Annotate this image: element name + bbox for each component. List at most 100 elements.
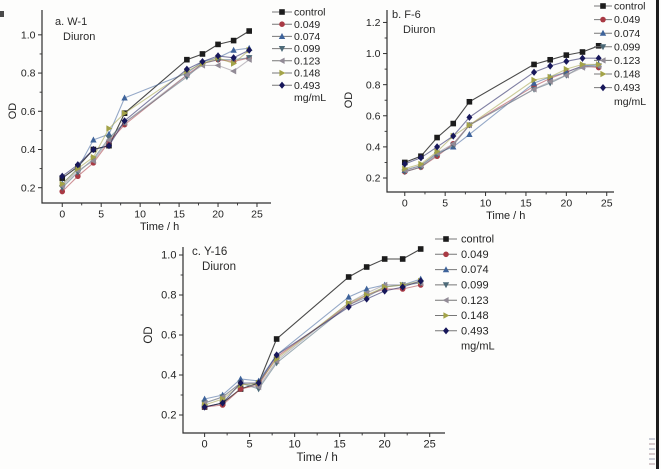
data-point-marker — [346, 299, 353, 307]
legend-marker — [600, 84, 606, 92]
x-tick-label: 5 — [247, 439, 253, 451]
data-point-marker — [547, 56, 553, 63]
legend-marker — [443, 312, 450, 319]
x-tick-label: 0 — [202, 439, 208, 451]
x-tick-label: 15 — [173, 209, 185, 221]
data-point-marker — [530, 86, 537, 93]
legend-label: 0.123 — [461, 295, 489, 307]
right-edge-line — [656, 0, 659, 469]
data-point-marker — [595, 42, 602, 49]
series-line — [61, 30, 250, 179]
series-line — [61, 49, 250, 185]
panel-label: c. Y-16 — [192, 246, 227, 258]
x-axis-title: Time / h — [486, 210, 525, 222]
data-point-marker — [363, 264, 370, 270]
data-point-marker — [105, 130, 113, 137]
legend-unit-label: mg/mL — [614, 96, 646, 108]
series-line — [204, 282, 421, 404]
legend-marker — [600, 70, 607, 78]
series-line — [404, 57, 599, 165]
legend-label: 0.493 — [294, 80, 320, 92]
legend-label: 0.148 — [614, 69, 640, 81]
x-tick-label: 10 — [134, 209, 146, 221]
legend-label: 0.049 — [294, 19, 320, 31]
data-point-marker — [596, 61, 603, 68]
data-point-marker — [401, 160, 408, 168]
data-point-marker — [90, 145, 97, 154]
legend-marker — [279, 69, 286, 77]
series-line — [61, 57, 250, 192]
series-line — [61, 47, 250, 185]
series-0-049 — [201, 282, 424, 410]
panel-compound-label: Diuron — [63, 31, 95, 43]
series-0-074 — [201, 275, 424, 402]
panel-compound-label: Diuron — [403, 24, 435, 36]
data-point-marker — [231, 60, 238, 67]
axes-a: 0 5 10 15 20 25 0.2 0.4 0.6 0.8 1.0 — [21, 10, 271, 221]
legend-label: 0.123 — [614, 55, 640, 67]
legend-marker — [278, 46, 286, 52]
series-0-493 — [201, 277, 424, 411]
data-point-marker — [59, 172, 66, 180]
legend-marker — [279, 81, 285, 89]
legend-marker — [600, 3, 606, 9]
panel-label: a. W-1 — [55, 16, 87, 28]
y-tick-label: 0.4 — [161, 370, 176, 382]
y-tick-label: 0.8 — [366, 79, 381, 91]
legend-label: 0.148 — [294, 68, 320, 80]
data-point-marker — [220, 395, 227, 403]
data-point-marker — [399, 256, 406, 262]
legend-label: 0.049 — [461, 249, 489, 261]
data-point-marker — [201, 395, 208, 402]
legend-label: 0.099 — [294, 43, 320, 55]
data-point-marker — [364, 291, 371, 299]
series-line — [204, 248, 421, 408]
legend-label: control — [461, 234, 494, 246]
data-point-marker — [215, 52, 222, 60]
legend-label: 0.074 — [294, 31, 320, 43]
data-point-marker — [579, 54, 586, 62]
data-point-marker — [59, 180, 66, 188]
series-line — [204, 284, 421, 408]
legend-c: control 0.049 0.074 0.099 0.123 0.148 0.493 mg/… — [435, 234, 495, 353]
data-point-marker — [418, 160, 425, 168]
data-point-marker — [255, 383, 262, 391]
y-tick-label: 0.4 — [21, 144, 36, 156]
legend-marker — [278, 57, 285, 64]
data-point-marker — [237, 375, 244, 382]
data-point-marker — [563, 65, 570, 73]
data-point-marker — [382, 283, 389, 291]
data-point-marker — [434, 143, 441, 151]
y-tick-label: 0.4 — [366, 141, 381, 153]
y-tick-label: 0.6 — [161, 330, 176, 342]
series-line — [61, 59, 250, 187]
data-point-marker — [75, 173, 81, 180]
legend-label: 0.493 — [614, 82, 640, 94]
x-tick-label: 25 — [601, 198, 613, 210]
series-0-049 — [401, 63, 602, 175]
x-tick-label: 15 — [520, 198, 532, 210]
data-point-marker — [402, 165, 409, 172]
data-point-marker — [121, 109, 128, 117]
data-point-marker — [363, 285, 370, 292]
data-point-marker — [417, 277, 424, 285]
series-line — [204, 278, 421, 400]
data-point-marker — [562, 72, 569, 79]
series-line — [404, 65, 599, 171]
x-tick-label: 5 — [98, 209, 104, 221]
legend-label: 0.123 — [294, 55, 320, 67]
data-point-marker — [230, 37, 237, 44]
legend-label: control — [294, 7, 326, 19]
data-point-marker — [547, 73, 554, 81]
x-tick-label: 25 — [251, 209, 263, 221]
data-point-marker — [237, 386, 244, 392]
y-axis-title: OD — [343, 92, 355, 109]
legend-label: 0.493 — [461, 325, 489, 337]
series-line — [204, 282, 421, 404]
data-point-marker — [237, 379, 244, 387]
legend-label: 0.099 — [614, 41, 640, 53]
data-point-marker — [199, 57, 206, 66]
data-point-marker — [579, 64, 586, 71]
legend-marker — [442, 266, 450, 273]
legend-label: 0.148 — [461, 310, 489, 322]
